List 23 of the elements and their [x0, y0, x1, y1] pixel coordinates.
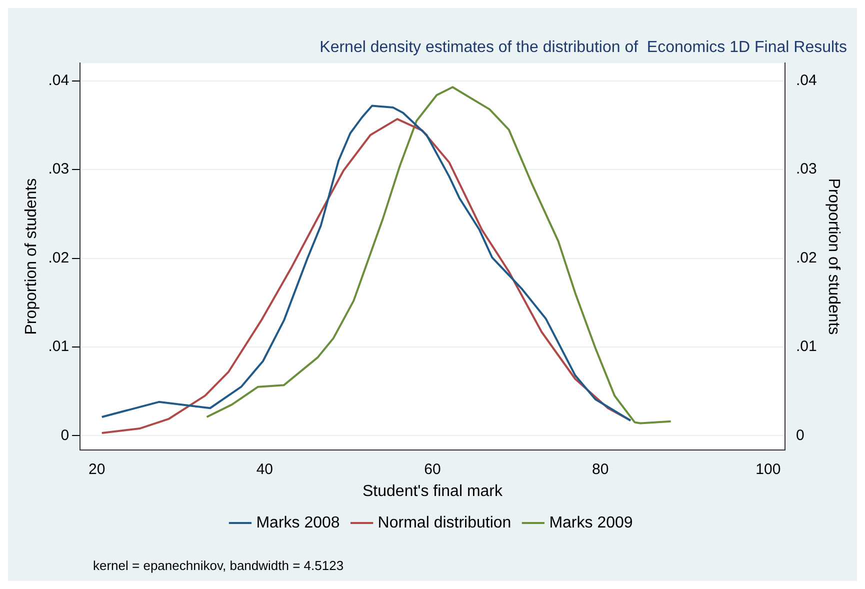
legend-label: Marks 2009 — [549, 514, 633, 532]
text: kernel = epanechnikov, bandwidth = 4.5123 — [93, 558, 344, 574]
y-axis-title: Proportion of students — [23, 178, 40, 335]
y2-tick-label: 0 — [796, 426, 804, 444]
x-tick-label: 20 — [88, 460, 106, 478]
x-axis-title: Student's final mark — [362, 482, 504, 500]
y-tick-label: .01 — [48, 338, 70, 356]
y2-tick-label: .02 — [796, 249, 817, 266]
y-tick-label: .02 — [48, 249, 70, 266]
x-tick-label: 80 — [592, 460, 609, 478]
y-tick-label: .04 — [48, 72, 70, 90]
y-tick-label: 0 — [60, 426, 70, 444]
legend-label: Normal distribution — [378, 514, 512, 532]
y-tick-label: .03 — [48, 160, 70, 178]
x-tick-label: 60 — [424, 460, 441, 478]
x-tick-label: 40 — [256, 460, 274, 478]
y2-axis-title: Proportion of students — [824, 178, 842, 335]
y2-tick-label: .03 — [796, 160, 817, 178]
x-tick-label: 100 — [756, 460, 781, 478]
chart-title: Kernel density estimates of the distribution of Economics 1D Final Results — [320, 39, 847, 56]
y2-tick-label: .01 — [796, 338, 817, 356]
y2-tick-label: .04 — [796, 72, 817, 90]
legend-label: Marks 2008 — [256, 514, 340, 532]
